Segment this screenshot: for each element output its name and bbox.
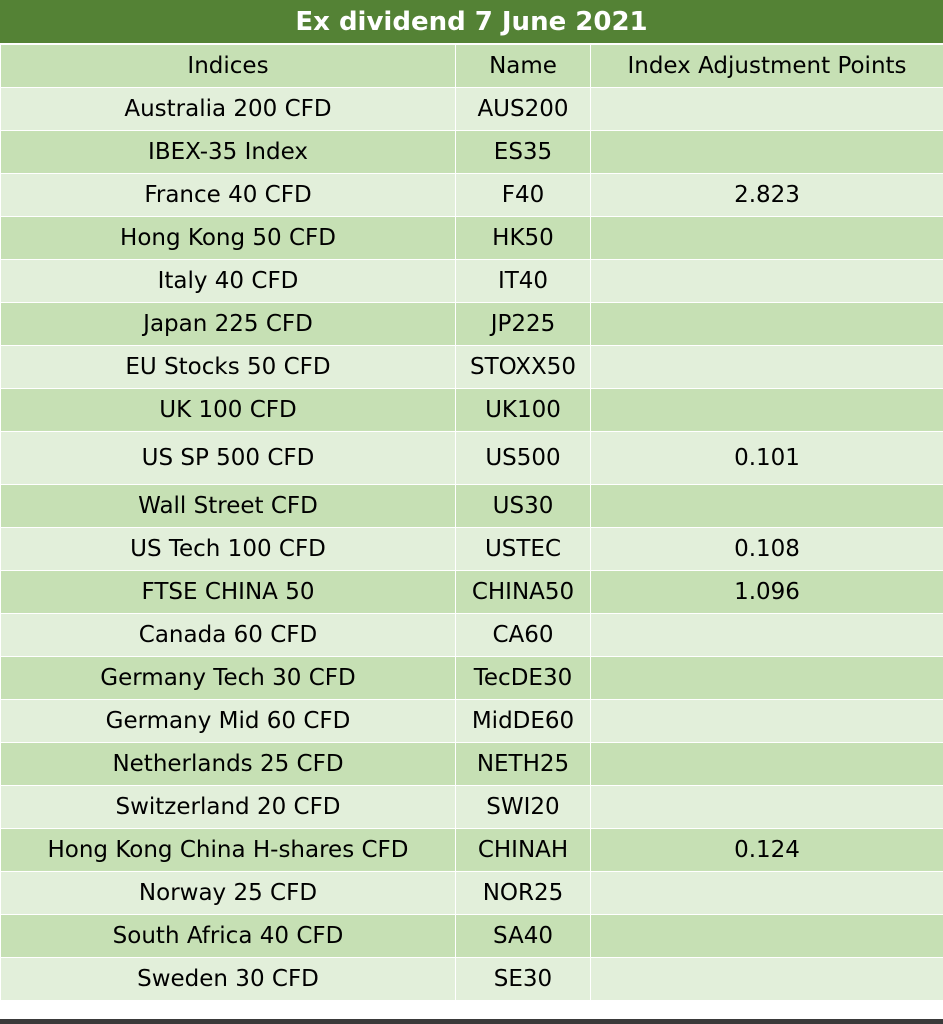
table-row: Canada 60 CFD CA60 [0, 613, 943, 657]
points-cell [590, 87, 943, 131]
table-row: Australia 200 CFD AUS200 [0, 87, 943, 131]
points-cell [590, 699, 943, 743]
symbol-cell: USTEC [455, 527, 591, 571]
table-row: Wall Street CFD US30 [0, 484, 943, 528]
table-title: Ex dividend 7 June 2021 [0, 0, 943, 44]
symbol-cell: ES35 [455, 130, 591, 174]
symbol-cell: AUS200 [455, 87, 591, 131]
table-row: France 40 CFD F40 2.823 [0, 173, 943, 217]
points-cell: 0.124 [590, 828, 943, 872]
points-cell [590, 388, 943, 432]
points-cell [590, 957, 943, 1001]
table-row: Hong Kong 50 CFD HK50 [0, 216, 943, 260]
table-row: Japan 225 CFD JP225 [0, 302, 943, 346]
points-cell [590, 345, 943, 389]
table-row: Hong Kong China H-shares CFD CHINAH 0.12… [0, 828, 943, 872]
points-cell [590, 613, 943, 657]
table-row: IBEX-35 Index ES35 [0, 130, 943, 174]
symbol-cell: CHINAH [455, 828, 591, 872]
symbol-cell: STOXX50 [455, 345, 591, 389]
table-row: Germany Mid 60 CFD MidDE60 [0, 699, 943, 743]
header-indices: Indices [0, 44, 456, 88]
dividend-table: Indices Name Index Adjustment Points Aus… [0, 44, 943, 1001]
symbol-cell: CHINA50 [455, 570, 591, 614]
header-row: Indices Name Index Adjustment Points [0, 44, 943, 88]
points-cell: 0.101 [590, 431, 943, 485]
index-cell: France 40 CFD [0, 173, 456, 217]
points-cell: 1.096 [590, 570, 943, 614]
index-cell: South Africa 40 CFD [0, 914, 456, 958]
points-cell [590, 216, 943, 260]
index-cell: US Tech 100 CFD [0, 527, 456, 571]
table-row: Switzerland 20 CFD SWI20 [0, 785, 943, 829]
points-cell [590, 785, 943, 829]
table-row: US SP 500 CFD US500 0.101 [0, 431, 943, 485]
points-cell [590, 130, 943, 174]
index-cell: IBEX-35 Index [0, 130, 456, 174]
index-cell: Germany Mid 60 CFD [0, 699, 456, 743]
points-cell: 0.108 [590, 527, 943, 571]
symbol-cell: SE30 [455, 957, 591, 1001]
index-cell: US SP 500 CFD [0, 431, 456, 485]
index-cell: Wall Street CFD [0, 484, 456, 528]
table-row: FTSE CHINA 50 CHINA50 1.096 [0, 570, 943, 614]
header-name: Name [455, 44, 591, 88]
points-cell: 2.823 [590, 173, 943, 217]
index-cell: Japan 225 CFD [0, 302, 456, 346]
symbol-cell: HK50 [455, 216, 591, 260]
table-row: Italy 40 CFD IT40 [0, 259, 943, 303]
table-row: UK 100 CFD UK100 [0, 388, 943, 432]
points-cell [590, 914, 943, 958]
index-cell: Australia 200 CFD [0, 87, 456, 131]
points-cell [590, 302, 943, 346]
symbol-cell: UK100 [455, 388, 591, 432]
index-cell: Canada 60 CFD [0, 613, 456, 657]
points-cell [590, 656, 943, 700]
index-cell: Germany Tech 30 CFD [0, 656, 456, 700]
index-cell: Hong Kong China H-shares CFD [0, 828, 456, 872]
index-cell: Switzerland 20 CFD [0, 785, 456, 829]
points-cell [590, 871, 943, 915]
symbol-cell: JP225 [455, 302, 591, 346]
table-row: US Tech 100 CFD USTEC 0.108 [0, 527, 943, 571]
symbol-cell: F40 [455, 173, 591, 217]
index-cell: Norway 25 CFD [0, 871, 456, 915]
symbol-cell: NETH25 [455, 742, 591, 786]
symbol-cell: MidDE60 [455, 699, 591, 743]
index-cell: EU Stocks 50 CFD [0, 345, 456, 389]
index-cell: Hong Kong 50 CFD [0, 216, 456, 260]
index-cell: UK 100 CFD [0, 388, 456, 432]
table-row: Sweden 30 CFD SE30 [0, 957, 943, 1001]
table-row: Norway 25 CFD NOR25 [0, 871, 943, 915]
points-cell [590, 484, 943, 528]
symbol-cell: SA40 [455, 914, 591, 958]
table-row: Germany Tech 30 CFD TecDE30 [0, 656, 943, 700]
table-row: Netherlands 25 CFD NETH25 [0, 742, 943, 786]
points-cell [590, 259, 943, 303]
points-cell [590, 742, 943, 786]
index-cell: Italy 40 CFD [0, 259, 456, 303]
symbol-cell: SWI20 [455, 785, 591, 829]
symbol-cell: TecDE30 [455, 656, 591, 700]
bottom-border [0, 1019, 943, 1024]
symbol-cell: US30 [455, 484, 591, 528]
index-cell: FTSE CHINA 50 [0, 570, 456, 614]
table-row: EU Stocks 50 CFD STOXX50 [0, 345, 943, 389]
symbol-cell: IT40 [455, 259, 591, 303]
table-row: South Africa 40 CFD SA40 [0, 914, 943, 958]
symbol-cell: CA60 [455, 613, 591, 657]
header-points: Index Adjustment Points [590, 44, 943, 88]
symbol-cell: NOR25 [455, 871, 591, 915]
index-cell: Sweden 30 CFD [0, 957, 456, 1001]
symbol-cell: US500 [455, 431, 591, 485]
index-cell: Netherlands 25 CFD [0, 742, 456, 786]
